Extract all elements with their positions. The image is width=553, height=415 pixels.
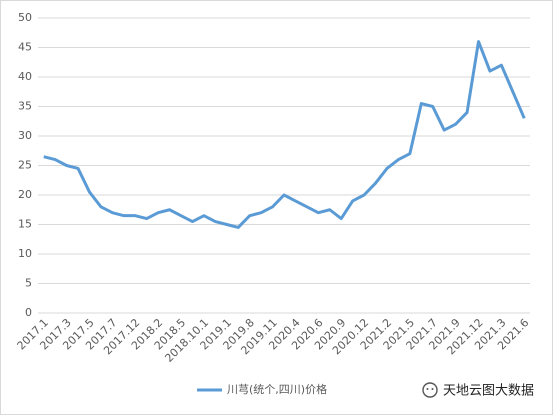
y-tick-label: 20 (18, 188, 32, 201)
y-tick-label: 35 (18, 100, 32, 113)
legend-label: 川芎(统个,四川)价格 (227, 382, 327, 396)
y-tick-label: 10 (18, 247, 32, 260)
y-tick-label: 25 (18, 159, 32, 172)
y-tick-label: 30 (18, 129, 32, 142)
y-tick-label: 40 (18, 70, 32, 83)
y-tick-label: 0 (25, 306, 32, 319)
line (43, 40, 526, 229)
y-tick-label: 5 (25, 277, 32, 290)
y-tick-label: 15 (18, 218, 32, 231)
y-tick-label: 45 (18, 41, 32, 54)
y-tick-label: 50 (18, 11, 32, 24)
watermark-icon (422, 382, 438, 398)
watermark: 天地云图大数据 (443, 384, 534, 399)
